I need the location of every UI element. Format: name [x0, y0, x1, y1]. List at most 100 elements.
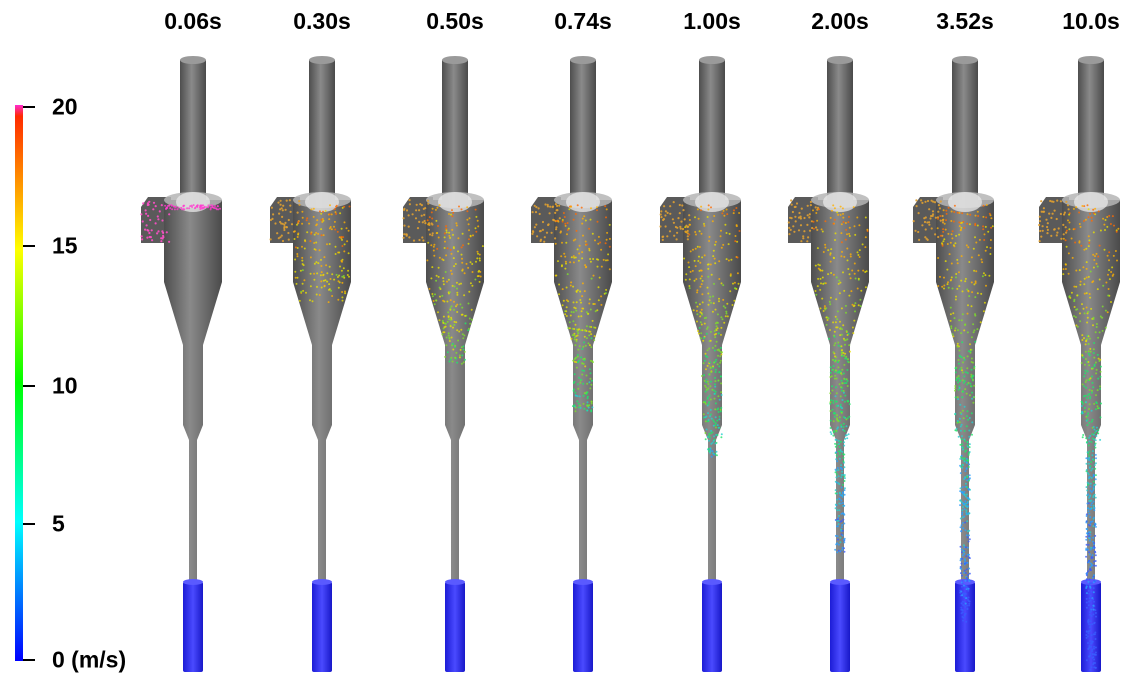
- particle: [789, 228, 792, 231]
- particle: [952, 335, 955, 338]
- particle: [955, 273, 958, 275]
- particle: [962, 448, 964, 451]
- particle: [718, 300, 720, 303]
- particle: [1052, 200, 1055, 203]
- particle: [840, 486, 843, 489]
- particle: [442, 327, 445, 330]
- particle: [845, 311, 847, 314]
- particle: [714, 422, 717, 425]
- particle: [839, 395, 842, 398]
- particle: [1087, 452, 1090, 455]
- particle: [720, 391, 723, 394]
- particle: [966, 561, 969, 564]
- particle: [725, 258, 728, 261]
- particle: [156, 232, 159, 235]
- particle: [1094, 534, 1097, 537]
- particle: [837, 523, 840, 526]
- particle: [834, 395, 837, 398]
- particle: [1093, 600, 1095, 603]
- particle: [942, 209, 945, 212]
- particle: [840, 389, 843, 392]
- particle: [709, 398, 712, 401]
- particle: [954, 429, 957, 432]
- particle: [1090, 569, 1092, 572]
- particle: [1041, 229, 1044, 232]
- particle: [958, 421, 961, 424]
- particle: [928, 208, 931, 211]
- particle: [845, 330, 848, 332]
- particle: [476, 275, 479, 278]
- body-top-highlight: [566, 192, 600, 212]
- particle: [959, 490, 962, 493]
- particle: [961, 600, 964, 603]
- particle: [1097, 407, 1099, 410]
- particle: [1094, 560, 1097, 562]
- particle: [343, 205, 346, 208]
- particle: [954, 242, 957, 245]
- particle: [968, 538, 971, 541]
- particle: [1085, 386, 1088, 389]
- particle: [180, 206, 183, 209]
- particle: [815, 226, 818, 229]
- particle: [702, 362, 705, 365]
- particle: [331, 295, 334, 297]
- particle: [698, 326, 701, 329]
- particle: [431, 266, 434, 269]
- particle: [160, 204, 163, 207]
- particle: [1106, 216, 1109, 218]
- particle: [1064, 263, 1067, 266]
- particle: [858, 224, 861, 227]
- particle: [330, 228, 333, 231]
- particle: [576, 361, 579, 364]
- particle: [422, 239, 425, 242]
- particle: [962, 527, 965, 530]
- particle: [1079, 283, 1082, 286]
- particle: [957, 362, 960, 365]
- particle: [829, 392, 832, 395]
- particle: [837, 475, 840, 478]
- particle: [148, 200, 151, 203]
- particle: [851, 326, 854, 329]
- particle: [1094, 207, 1097, 210]
- particle: [848, 415, 851, 418]
- particle: [1067, 252, 1070, 255]
- particle: [714, 368, 717, 371]
- particle: [834, 239, 836, 241]
- particle: [470, 308, 473, 311]
- particle: [717, 411, 720, 413]
- particle: [709, 366, 712, 369]
- particle: [713, 420, 716, 423]
- particle: [843, 363, 846, 366]
- particle: [550, 231, 553, 234]
- particle: [1088, 454, 1091, 457]
- particle: [964, 500, 967, 503]
- particle: [1094, 638, 1097, 640]
- particle: [715, 450, 718, 453]
- particle: [555, 274, 558, 277]
- particle: [844, 238, 847, 241]
- particle: [812, 209, 814, 212]
- cyclone-body: [164, 200, 222, 585]
- particle: [967, 452, 970, 455]
- particle: [735, 224, 738, 227]
- particle: [968, 529, 971, 532]
- collection-tube: [955, 582, 975, 672]
- particle: [956, 258, 959, 261]
- particle: [577, 406, 580, 409]
- particle: [966, 410, 969, 413]
- particle: [686, 225, 689, 229]
- particle: [1111, 266, 1114, 269]
- particle: [933, 201, 937, 204]
- particle: [854, 233, 857, 236]
- particle: [955, 234, 958, 237]
- particle: [579, 406, 582, 409]
- colorbar-label-5: 5: [52, 510, 65, 537]
- particle: [816, 247, 819, 250]
- particle: [717, 354, 719, 357]
- particle: [435, 232, 438, 235]
- particle: [1090, 564, 1093, 567]
- particle: [463, 272, 466, 275]
- particle: [987, 230, 990, 233]
- particle: [575, 338, 578, 341]
- particle: [963, 380, 966, 383]
